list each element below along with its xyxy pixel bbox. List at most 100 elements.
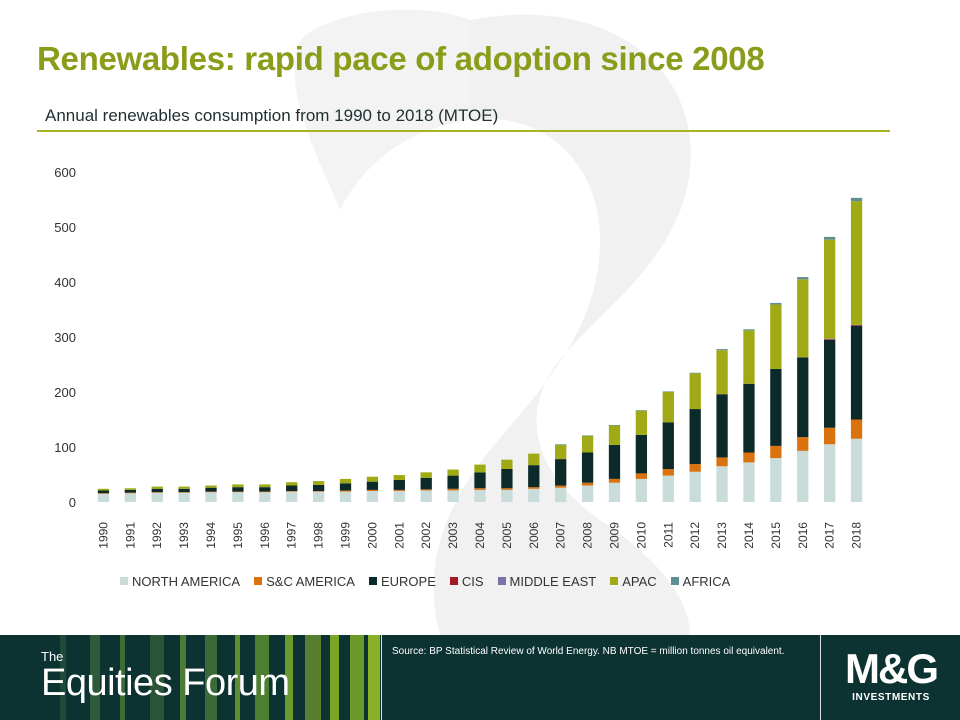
- y-axis-ticks: 0 100 200 300 400 500 600: [54, 165, 76, 510]
- legend-swatch: [610, 577, 619, 585]
- bar-segment: [205, 485, 217, 488]
- bar-segment: [259, 487, 271, 492]
- bar-segment: [528, 487, 540, 489]
- legend-label: S&C AMERICA: [266, 573, 355, 589]
- bar-segment: [474, 488, 486, 490]
- x-tick-label: 2004: [473, 522, 487, 549]
- bar-segment: [312, 491, 325, 502]
- bar-segment: [528, 488, 540, 502]
- bar-segment: [635, 478, 648, 502]
- bar-segment: [850, 324, 863, 326]
- x-tick-label: 2003: [446, 522, 460, 549]
- y-tick-label: 300: [54, 330, 76, 345]
- bar-segment: [339, 483, 352, 491]
- legend-label: NORTH AMERICA: [132, 573, 241, 589]
- bar-segment: [447, 469, 459, 476]
- mg-investments-logo: M&G INVESTMENTS: [822, 635, 960, 720]
- x-tick-label: 2014: [742, 522, 756, 549]
- bar-segment: [339, 490, 352, 492]
- bar-segment: [850, 326, 863, 420]
- x-tick-label: 2005: [500, 522, 514, 549]
- footer-stripe-pattern: [0, 635, 380, 720]
- bar-segment: [716, 466, 728, 502]
- bar-segment: [850, 325, 863, 327]
- y-tick-label: 100: [54, 440, 76, 455]
- bar-segment: [743, 452, 755, 463]
- bar-segment: [662, 469, 674, 476]
- bar-segment: [824, 339, 836, 340]
- x-tick-label: 2018: [850, 522, 864, 549]
- footer-divider-right: [820, 635, 821, 720]
- legend-entry: S&C AMERICA: [254, 574, 355, 589]
- bar-segment: [474, 472, 486, 489]
- x-tick-label: 2001: [392, 522, 406, 549]
- bar-segment: [797, 277, 809, 280]
- bar-segment: [286, 485, 298, 491]
- bar-segment: [555, 444, 567, 445]
- bar-segment: [366, 476, 379, 482]
- bar-segment: [97, 493, 110, 502]
- x-tick-label: 2009: [607, 522, 621, 549]
- x-tick-label: 1997: [285, 522, 299, 549]
- bar-segment: [770, 445, 782, 458]
- legend-swatch: [449, 577, 458, 585]
- bar-segment: [770, 302, 782, 305]
- bar-segment: [689, 464, 701, 472]
- bar-segment: [850, 419, 863, 439]
- x-tick-label: 1993: [177, 522, 191, 549]
- bar-segment: [259, 492, 271, 502]
- bar-segment: [608, 444, 621, 479]
- y-tick-label: 400: [54, 275, 76, 290]
- legend-label: APAC: [622, 573, 657, 589]
- x-tick-label: 1998: [312, 522, 326, 549]
- footer-bar: [0, 635, 960, 720]
- legend-label: AFRICA: [682, 573, 731, 589]
- bar-segment: [528, 465, 540, 488]
- x-tick-label: 2015: [769, 522, 783, 549]
- x-tick-label: 1991: [123, 522, 137, 549]
- legend-entry: APAC: [610, 573, 657, 589]
- bar-segment: [716, 394, 728, 458]
- bar-segment: [555, 444, 567, 460]
- bar-segment: [581, 452, 594, 483]
- chart-bars: [97, 197, 863, 502]
- chart-subtitle: Annual renewables consumption from 1990 …: [45, 106, 499, 125]
- bar-segment: [474, 489, 486, 502]
- legend-label: CIS: [461, 573, 484, 589]
- bar-segment: [555, 459, 567, 486]
- bar-segment: [393, 489, 405, 491]
- bar-segment: [770, 368, 782, 446]
- bar-segment: [608, 425, 621, 445]
- bar-segment: [97, 493, 110, 494]
- bar-segment: [743, 383, 755, 453]
- bar-segment: [97, 488, 110, 491]
- bar-segment: [743, 329, 755, 331]
- legend-swatch: [254, 577, 263, 585]
- bar-segment: [608, 478, 621, 483]
- legend-entry: EUROPE: [368, 574, 436, 589]
- bar-segment: [259, 491, 271, 493]
- legend-entry: NORTH AMERICA: [120, 574, 240, 589]
- bar-segment: [797, 450, 809, 502]
- x-tick-label: 2000: [365, 522, 379, 549]
- bar-segment: [151, 492, 163, 493]
- bar-segment: [232, 492, 244, 502]
- x-tick-label: 2013: [715, 522, 729, 549]
- bar-segment: [581, 485, 594, 502]
- source-note: Source: BP Statistical Review of World E…: [392, 646, 785, 657]
- bar-segment: [97, 490, 110, 494]
- bar-segment: [501, 459, 513, 469]
- bar-segment: [824, 236, 836, 240]
- brand-the: The: [41, 649, 64, 664]
- bar-segment: [689, 471, 701, 502]
- bar-segment: [850, 201, 863, 325]
- stacked-bar-chart: 0 100 200 300 400 500 600 1990 1991 1992 1993 1994…: [54, 165, 863, 549]
- bar-segment: [205, 491, 217, 493]
- x-tick-label: 2012: [688, 522, 702, 549]
- x-axis-ticks: 1990 1991 1992 1993 1994 1995 1996 1997 1998 1999…: [96, 522, 863, 549]
- bar-segment: [824, 239, 836, 339]
- legend-swatch: [670, 577, 679, 585]
- bar-segment: [286, 491, 298, 502]
- x-tick-label: 2011: [661, 522, 675, 548]
- bar-segment: [581, 435, 594, 437]
